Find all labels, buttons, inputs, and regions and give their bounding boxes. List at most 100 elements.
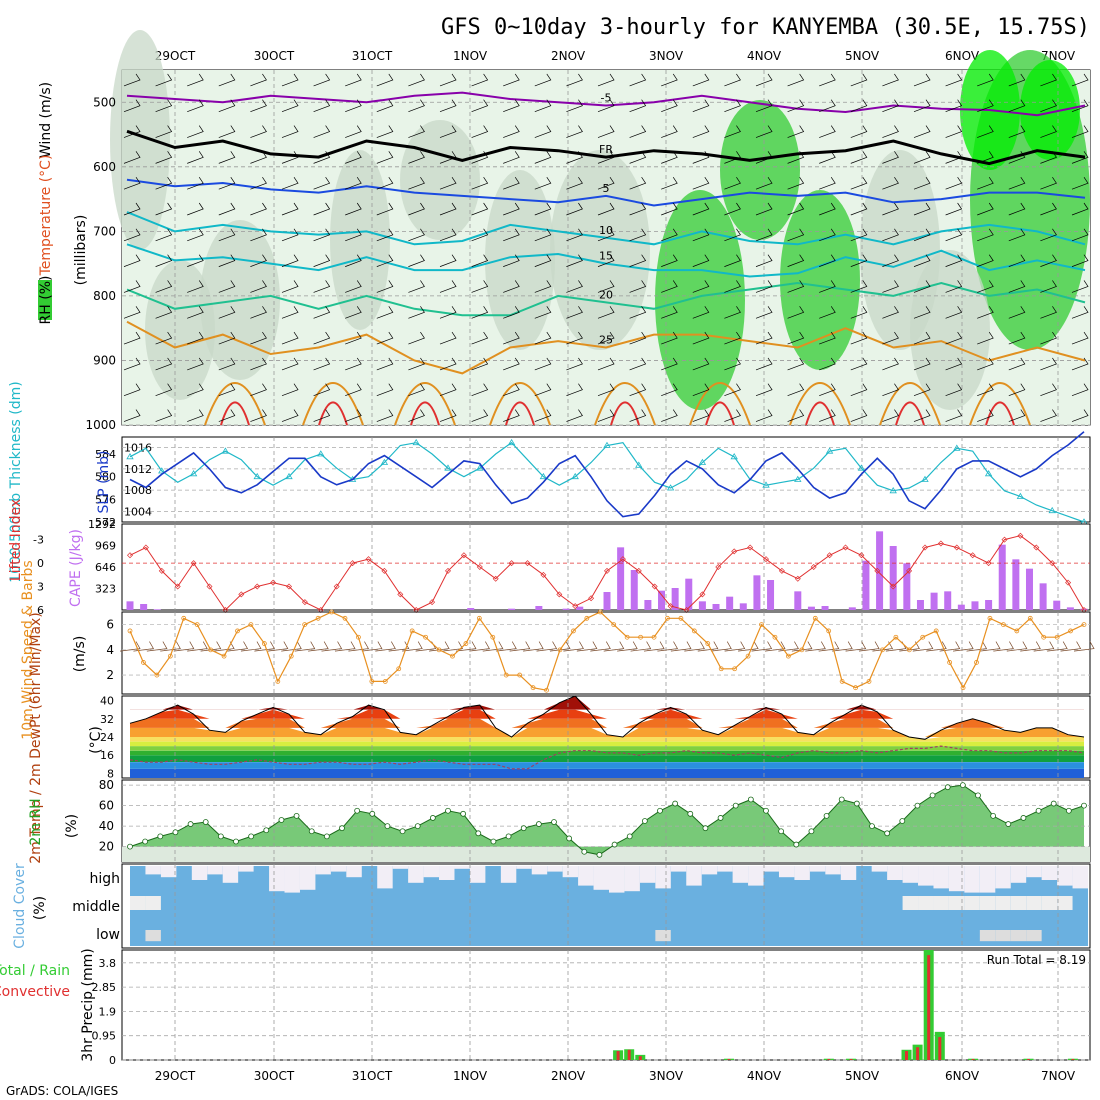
- rh-marker: [187, 821, 194, 827]
- li-tick: 3: [37, 581, 44, 594]
- wind-barb: [661, 306, 678, 319]
- wind-barb: [755, 357, 773, 371]
- rh-marker: [248, 833, 255, 840]
- rh-marker: [823, 812, 830, 819]
- thickness-line: [129, 441, 1085, 523]
- warm-contour: [394, 382, 456, 426]
- wind-barb: [123, 254, 141, 267]
- wind-speed-marker: [476, 615, 482, 621]
- wind-barb: [408, 99, 425, 113]
- wind-barb: [250, 125, 267, 138]
- contour-label: 20: [599, 288, 613, 301]
- temperature-band: [130, 741, 1084, 747]
- thickness-marker: [666, 484, 675, 491]
- precip-tick: 0.95: [92, 1030, 117, 1043]
- wind-barb: [1040, 331, 1057, 345]
- pressure-tick: 800: [93, 289, 116, 303]
- wind-barb: [439, 228, 457, 242]
- rh-marker: [1005, 821, 1012, 827]
- cape-bar: [467, 608, 475, 610]
- stability-panel: 323 646 969 1292 -3 0 3 6 Lifted Index CAPE (J/kg…: [8, 499, 1091, 617]
- wind-barb: [882, 176, 899, 190]
- wind-barb: [187, 357, 204, 371]
- rh-marker: [308, 828, 315, 835]
- wind-barb: [376, 228, 394, 242]
- wind-barb-10m: [899, 641, 920, 652]
- cape-bar: [617, 547, 625, 610]
- precip-unit-label: 3hr Precip (mm): [80, 948, 96, 1061]
- wind-barb: [882, 357, 899, 371]
- rh-marker: [808, 828, 815, 835]
- li-marker: [270, 579, 277, 586]
- rh-marker: [414, 823, 421, 830]
- wind-barb: [534, 409, 552, 422]
- wind-barb-10m: [724, 641, 746, 652]
- wind-tick: 2: [106, 668, 114, 682]
- wind-barb: [218, 331, 236, 345]
- wind-barb: [345, 176, 362, 190]
- high-cloud-gap: [964, 866, 980, 893]
- contour-label: 15: [599, 250, 613, 263]
- wind-barb: [945, 357, 963, 371]
- li-marker: [699, 591, 706, 598]
- wind-barb: [503, 357, 520, 371]
- cape-bar: [998, 544, 1006, 610]
- high-cloud-gap: [1057, 866, 1073, 886]
- wind-barb: [724, 228, 741, 242]
- wind-barb-10m: [926, 641, 947, 652]
- wind-barb: [661, 383, 678, 397]
- cape-bar: [1039, 583, 1047, 610]
- li-marker: [874, 567, 881, 574]
- wind-barb: [1071, 331, 1089, 345]
- wind-barb: [977, 202, 994, 216]
- wind-speed-marker: [154, 672, 160, 678]
- high-cloud-gap: [377, 866, 393, 889]
- high-cloud-gap: [732, 866, 749, 883]
- wind-barb: [345, 99, 362, 113]
- wind-barb: [471, 331, 489, 345]
- wind-speed-marker: [1081, 622, 1087, 628]
- middle-cloud-gap: [1041, 896, 1058, 910]
- li-marker: [238, 591, 245, 598]
- wind10m-panel-frame: [121, 611, 1091, 695]
- wind-barb: [819, 383, 836, 397]
- li-marker: [1017, 532, 1024, 539]
- rh-marker: [157, 833, 164, 840]
- li-marker: [763, 556, 769, 563]
- rh-legend-swatch: [38, 280, 52, 320]
- wind-barb: [534, 176, 552, 190]
- wind-barb: [187, 228, 204, 242]
- temperature-tick: 24: [100, 731, 114, 744]
- high-cloud-gap: [423, 866, 440, 878]
- wind-barb: [376, 99, 394, 113]
- high-cloud-gap: [562, 866, 579, 878]
- wind-speed-marker: [1027, 615, 1033, 621]
- wind-barb-10m: [630, 641, 652, 652]
- high-cloud-gap: [1041, 866, 1058, 880]
- cape-bar: [140, 604, 148, 610]
- wind-speed-marker: [745, 653, 751, 659]
- rh-marker: [990, 812, 997, 819]
- rh-marker: [778, 828, 785, 835]
- wind-barb: [313, 176, 331, 190]
- wind-barb-10m: [832, 641, 853, 652]
- wind-barb: [945, 99, 963, 113]
- lifted-index-label: Lifted Index: [8, 499, 24, 581]
- wind-barb-10m: [402, 641, 423, 652]
- rh-tick: 20: [99, 840, 114, 854]
- wind-barb: [692, 254, 710, 267]
- rh-marker: [672, 800, 679, 807]
- li-marker: [794, 575, 801, 582]
- cape-bar: [1012, 559, 1020, 610]
- wind-barb: [850, 151, 868, 164]
- wind-barb: [534, 228, 552, 242]
- contour-label: 10: [599, 224, 613, 237]
- rh-marker: [323, 833, 330, 840]
- rh-marker: [475, 830, 482, 837]
- thickness-marker: [539, 472, 548, 480]
- high-cloud-gap: [160, 866, 177, 878]
- wind-barb: [787, 409, 805, 422]
- wind-barb: [345, 409, 362, 422]
- rh-marker: [944, 784, 951, 791]
- wind-barb-10m: [563, 641, 584, 652]
